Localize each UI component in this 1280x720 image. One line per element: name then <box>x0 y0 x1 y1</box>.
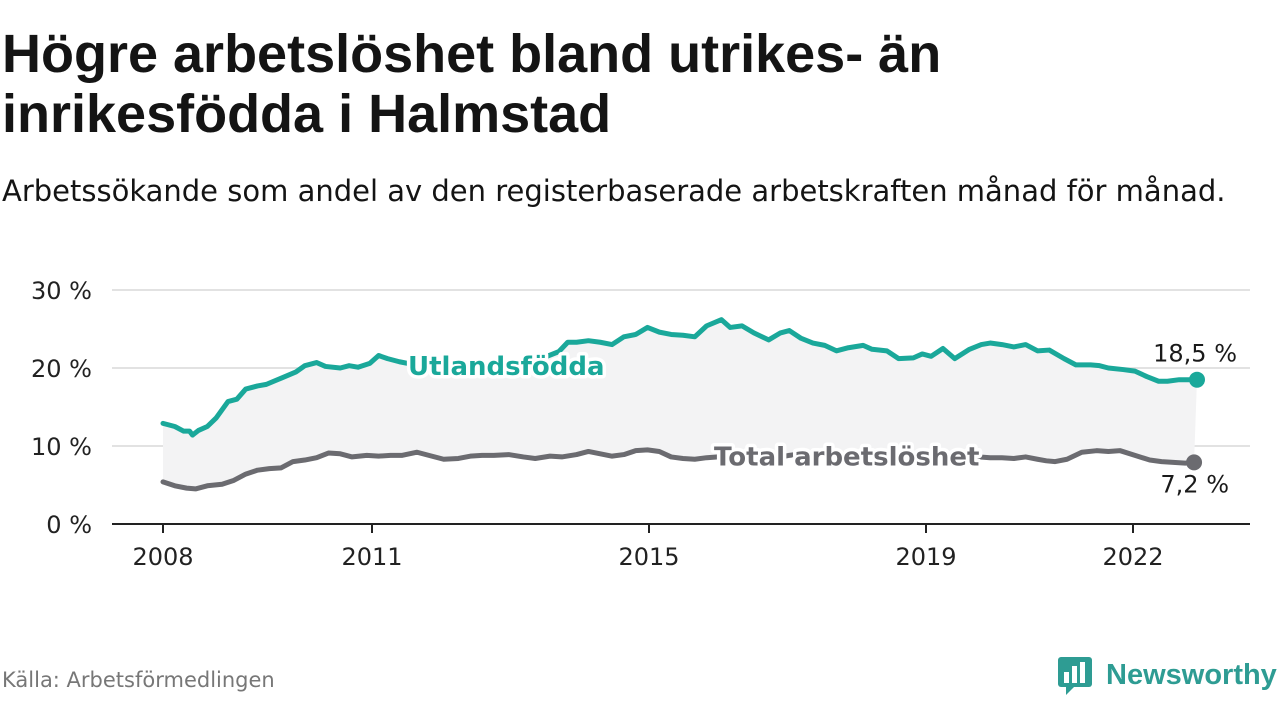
y-tick-label: 0 % <box>46 511 92 539</box>
series-line-total <box>160 447 1197 492</box>
brand-name: Newsworthy <box>1106 658 1277 691</box>
x-tick-label: 2022 <box>1102 543 1163 571</box>
data-labels: Utlandsfödda Total arbetslöshet 18,5 % 7,2 … <box>405 340 1238 499</box>
y-tick-label: 20 % <box>31 355 92 383</box>
series-label-utlandsfodda: Utlandsfödda <box>408 352 605 382</box>
end-label-utlandsfodda: 18,5 % <box>1153 340 1237 368</box>
source-note: Källa: Arbetsförmedlingen <box>2 668 275 692</box>
gap-band-area <box>163 319 1197 489</box>
line-chart: 0 % 10 % 20 % 30 % 2008 2011 2015 2019 2022 Utla… <box>31 277 1250 571</box>
end-point-total <box>1186 454 1203 471</box>
gap-band <box>163 319 1197 489</box>
newsworthy-logo[interactable]: Newsworthy <box>1058 652 1277 698</box>
series-line-utlandsfodda <box>160 317 1200 438</box>
x-tick-label: 2015 <box>618 543 679 571</box>
chart-subtitle: Arbetssökande som andel av den registerb… <box>2 174 1226 208</box>
chart-title: Högre arbetslöshet bland utrikes- än inr… <box>2 24 942 144</box>
series-lines <box>160 317 1200 492</box>
y-tick-label: 30 % <box>31 277 92 305</box>
axes: 0 % 10 % 20 % 30 % 2008 2011 2015 2019 2022 <box>31 277 1250 571</box>
y-tick-label: 10 % <box>31 433 92 461</box>
newsworthy-chart-icon <box>1058 657 1092 695</box>
x-tick-label: 2019 <box>895 543 956 571</box>
end-label-total: 7,2 % <box>1160 470 1229 498</box>
series-label-total: Total arbetslöshet <box>714 442 979 472</box>
x-tick-label: 2011 <box>341 543 402 571</box>
x-tick-label: 2008 <box>132 543 193 571</box>
end-point-utlandsfodda <box>1189 371 1205 388</box>
